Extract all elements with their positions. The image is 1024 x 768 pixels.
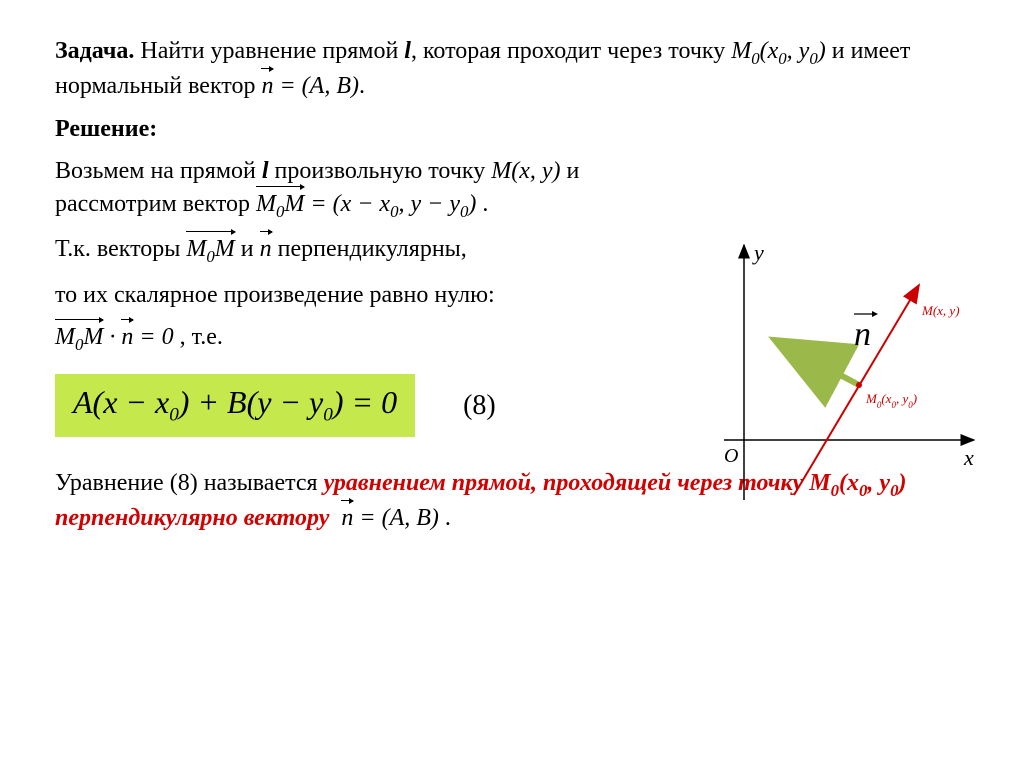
- equation-number: (8): [463, 390, 496, 422]
- solution-p1: Возьмем на прямой l произвольную точку M…: [55, 155, 655, 223]
- graph: y x O n M(x, y) M0(x0, y0): [684, 230, 984, 510]
- solution-heading: Решение:: [55, 113, 969, 145]
- M0-label: M0(x0, y0): [865, 391, 917, 410]
- solution-p3: то их скалярное произведение равно нулю:: [55, 279, 655, 311]
- vector-M0M-formula: M0M = (x − x0, y − y0): [256, 191, 482, 217]
- main-equation: A(x − x0) + B(y − y0) = 0: [55, 374, 415, 436]
- problem-label: Задача.: [55, 38, 134, 64]
- point-M0: [856, 382, 862, 388]
- x-axis-label: x: [963, 445, 974, 470]
- solution-p4: M0M · n = 0 , т.е.: [55, 321, 655, 356]
- origin-label: O: [724, 445, 738, 467]
- Mxy-label: M(x, y): [921, 303, 960, 318]
- n-label: n: [854, 316, 871, 353]
- vector-n-formula: n = (A, B): [261, 73, 359, 99]
- solution-p2: Т.к. векторы M0M и n перпендикулярны,: [55, 233, 655, 268]
- problem-statement: Задача. Найти уравнение прямой l, котора…: [55, 35, 969, 103]
- y-axis-label: y: [752, 240, 764, 265]
- vector-n: [784, 345, 859, 385]
